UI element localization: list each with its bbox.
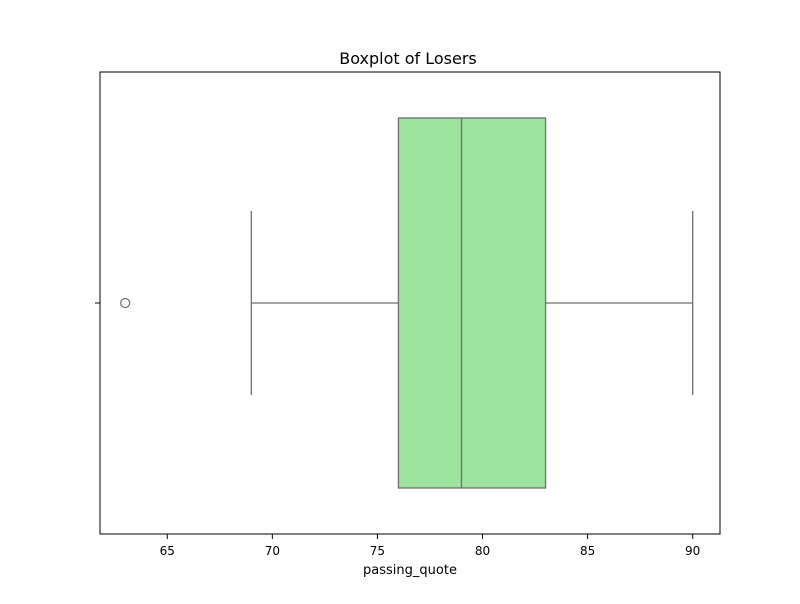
- x-axis-label: passing_quote: [363, 563, 457, 578]
- outlier-point: [120, 297, 131, 309]
- chart-title: Boxplot of Losers: [339, 49, 477, 68]
- x-tick-label: 70: [265, 544, 280, 558]
- boxplot-group: [120, 117, 694, 489]
- x-tick-label: 90: [685, 544, 700, 558]
- x-axis: 65 70 75 80 85 90: [160, 534, 700, 558]
- x-tick-label: 80: [475, 544, 490, 558]
- x-tick-label: 85: [580, 544, 595, 558]
- x-tick-label: 65: [160, 544, 175, 558]
- box-iqr: [397, 117, 547, 489]
- x-tick-label: 75: [370, 544, 385, 558]
